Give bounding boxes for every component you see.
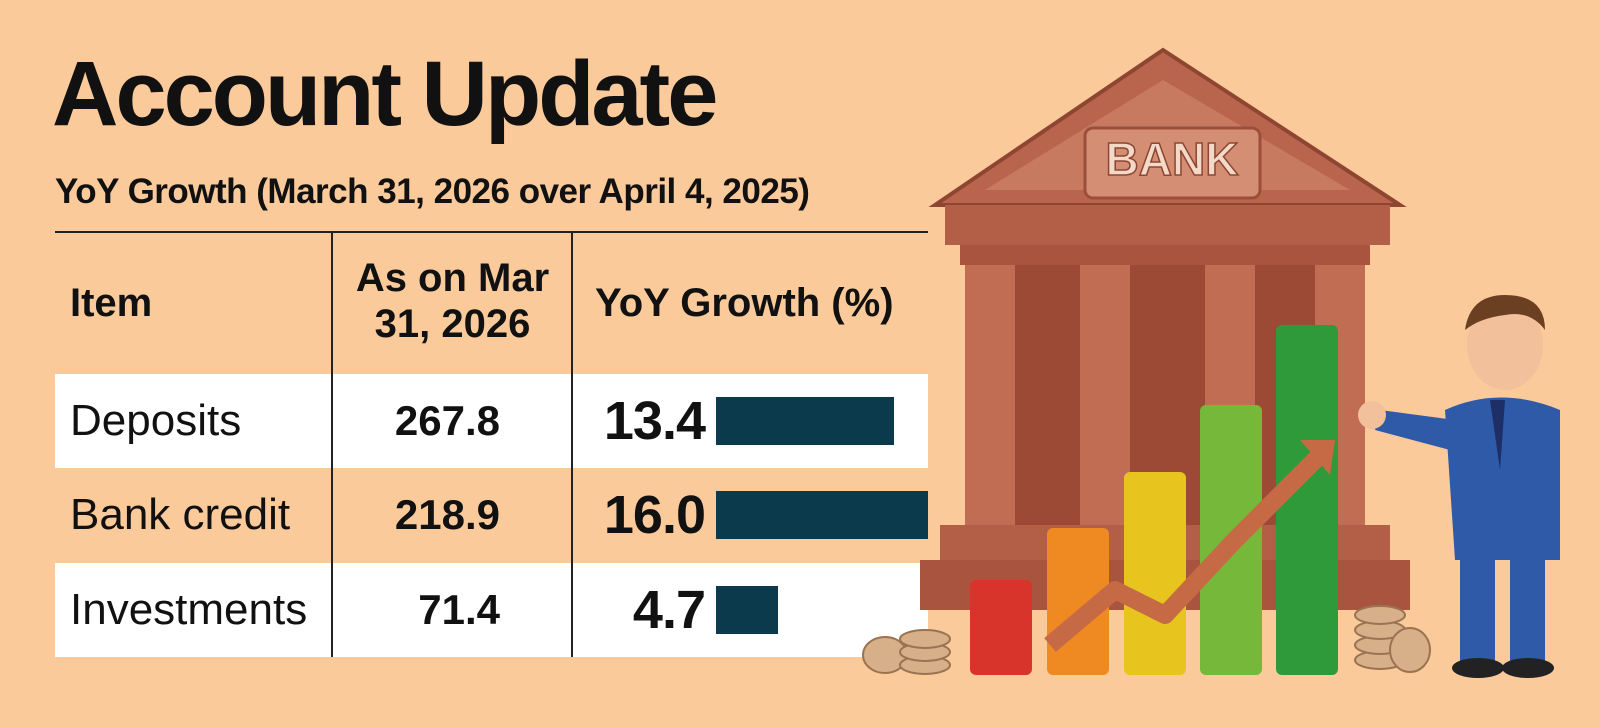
- growth-bar: [716, 397, 894, 445]
- item-cell: Investments: [70, 585, 308, 634]
- amount-cell: 267.8: [394, 397, 500, 444]
- amount-cell: 71.4: [418, 586, 500, 633]
- coins: [862, 605, 1431, 675]
- growth-cell: 13.4: [603, 391, 706, 451]
- bank: BANK: [920, 47, 1410, 610]
- table-row: Bank credit 218.9 16.0: [55, 468, 928, 562]
- growth-cell: 4.7: [632, 580, 706, 640]
- column-header: Item: [70, 281, 153, 325]
- table-lines: [55, 231, 928, 657]
- item-cell: Deposits: [70, 396, 242, 445]
- title: Account Update: [52, 43, 718, 145]
- column-header: YoY Growth (%): [595, 281, 894, 325]
- table-row: Deposits 267.8 13.4: [55, 374, 928, 468]
- bank-sign: BANK: [1106, 133, 1239, 185]
- growth-bar: [716, 491, 928, 539]
- column-header: As on Mar 31, 2026: [355, 256, 550, 346]
- amount-cell: 218.9: [394, 491, 500, 538]
- growth-bar: [716, 586, 779, 634]
- item-cell: Bank credit: [70, 490, 291, 539]
- decor-bars: [970, 325, 1338, 675]
- growth-cell: 16.0: [603, 485, 706, 545]
- table-row: Investments 71.4 4.7: [55, 563, 928, 657]
- subtitle: YoY Growth (March 31, 2026 over April 4,…: [55, 172, 810, 211]
- man: [1358, 295, 1560, 678]
